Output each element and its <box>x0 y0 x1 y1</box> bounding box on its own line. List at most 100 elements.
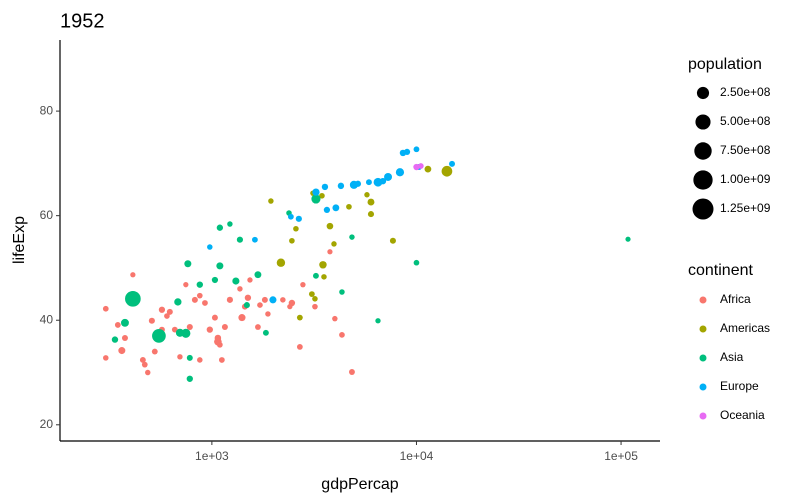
point <box>395 168 405 177</box>
point <box>174 298 182 306</box>
point <box>296 344 303 350</box>
point <box>211 314 218 321</box>
size-legend-label: 5.00e+08 <box>720 114 771 128</box>
point <box>196 292 203 299</box>
point <box>166 308 173 315</box>
point <box>254 271 262 279</box>
point <box>287 213 294 220</box>
point <box>152 329 166 343</box>
point <box>158 306 166 313</box>
point <box>403 148 411 155</box>
y-tick-label: 60 <box>40 208 54 222</box>
color-legend-label: Oceania <box>720 408 765 422</box>
point <box>295 215 302 222</box>
point <box>276 258 286 267</box>
y-axis-title: lifeExp <box>11 216 28 264</box>
point <box>312 296 318 302</box>
point <box>331 241 337 247</box>
point <box>262 329 269 336</box>
point <box>257 302 263 308</box>
point <box>348 369 355 375</box>
point <box>449 160 456 167</box>
x-tick-label: 1e+04 <box>400 449 434 463</box>
point <box>323 206 331 214</box>
point <box>312 188 320 196</box>
point <box>326 222 334 230</box>
point <box>103 355 109 361</box>
point <box>389 237 396 244</box>
size-legend-label: 1.25e+09 <box>720 201 771 215</box>
y-tick-label: 20 <box>40 417 54 431</box>
point <box>114 322 121 328</box>
point <box>191 296 198 303</box>
point <box>151 348 158 355</box>
point <box>367 211 375 218</box>
point <box>183 282 189 288</box>
point <box>186 375 193 382</box>
point <box>181 328 191 338</box>
point <box>268 198 274 204</box>
point <box>121 318 129 327</box>
point <box>216 262 224 270</box>
point <box>121 334 128 342</box>
point <box>141 361 148 368</box>
point <box>186 323 193 331</box>
point <box>139 357 146 363</box>
point <box>418 163 424 169</box>
point <box>221 324 228 331</box>
y-tick-label: 40 <box>40 312 54 326</box>
point <box>365 179 372 186</box>
point <box>184 260 192 268</box>
point <box>424 165 432 173</box>
color-legend-label: Asia <box>720 350 744 364</box>
point <box>319 192 325 199</box>
chart-title: 1952 <box>60 10 105 32</box>
point <box>354 180 362 187</box>
point <box>313 272 319 279</box>
point <box>625 236 631 242</box>
color-legend-label: Europe <box>720 379 759 393</box>
x-tick-label: 1e+03 <box>195 449 229 463</box>
point <box>413 163 420 171</box>
point <box>226 296 234 303</box>
point <box>375 318 381 324</box>
point <box>308 291 315 297</box>
point <box>164 313 170 319</box>
point <box>346 203 352 210</box>
point <box>244 294 252 301</box>
x-tick-label: 1e+05 <box>604 449 638 463</box>
point <box>337 182 345 190</box>
size-legend-title: population <box>688 56 762 73</box>
point <box>413 259 420 266</box>
point <box>111 336 119 343</box>
color-legend-key <box>699 354 707 362</box>
point <box>288 299 296 307</box>
point <box>289 237 295 244</box>
point <box>148 317 155 324</box>
point <box>296 314 303 321</box>
point <box>321 274 327 280</box>
point <box>206 326 213 333</box>
point <box>227 221 233 227</box>
point <box>312 303 318 310</box>
x-axis-title: gdpPercap <box>321 476 398 493</box>
point <box>327 249 333 255</box>
point <box>118 347 126 355</box>
point <box>232 277 240 285</box>
size-legend-label: 1.00e+09 <box>720 172 771 186</box>
point <box>218 357 225 363</box>
point <box>211 276 219 284</box>
size-legend-key <box>692 198 714 220</box>
point <box>186 354 193 361</box>
point <box>367 198 375 206</box>
size-legend-key <box>694 142 712 160</box>
color-legend-label: Americas <box>720 321 770 335</box>
point <box>216 224 224 231</box>
size-legend-key <box>696 86 710 100</box>
point <box>236 236 244 243</box>
point <box>269 296 277 304</box>
point <box>413 146 420 153</box>
point <box>265 311 271 317</box>
point <box>339 289 345 295</box>
